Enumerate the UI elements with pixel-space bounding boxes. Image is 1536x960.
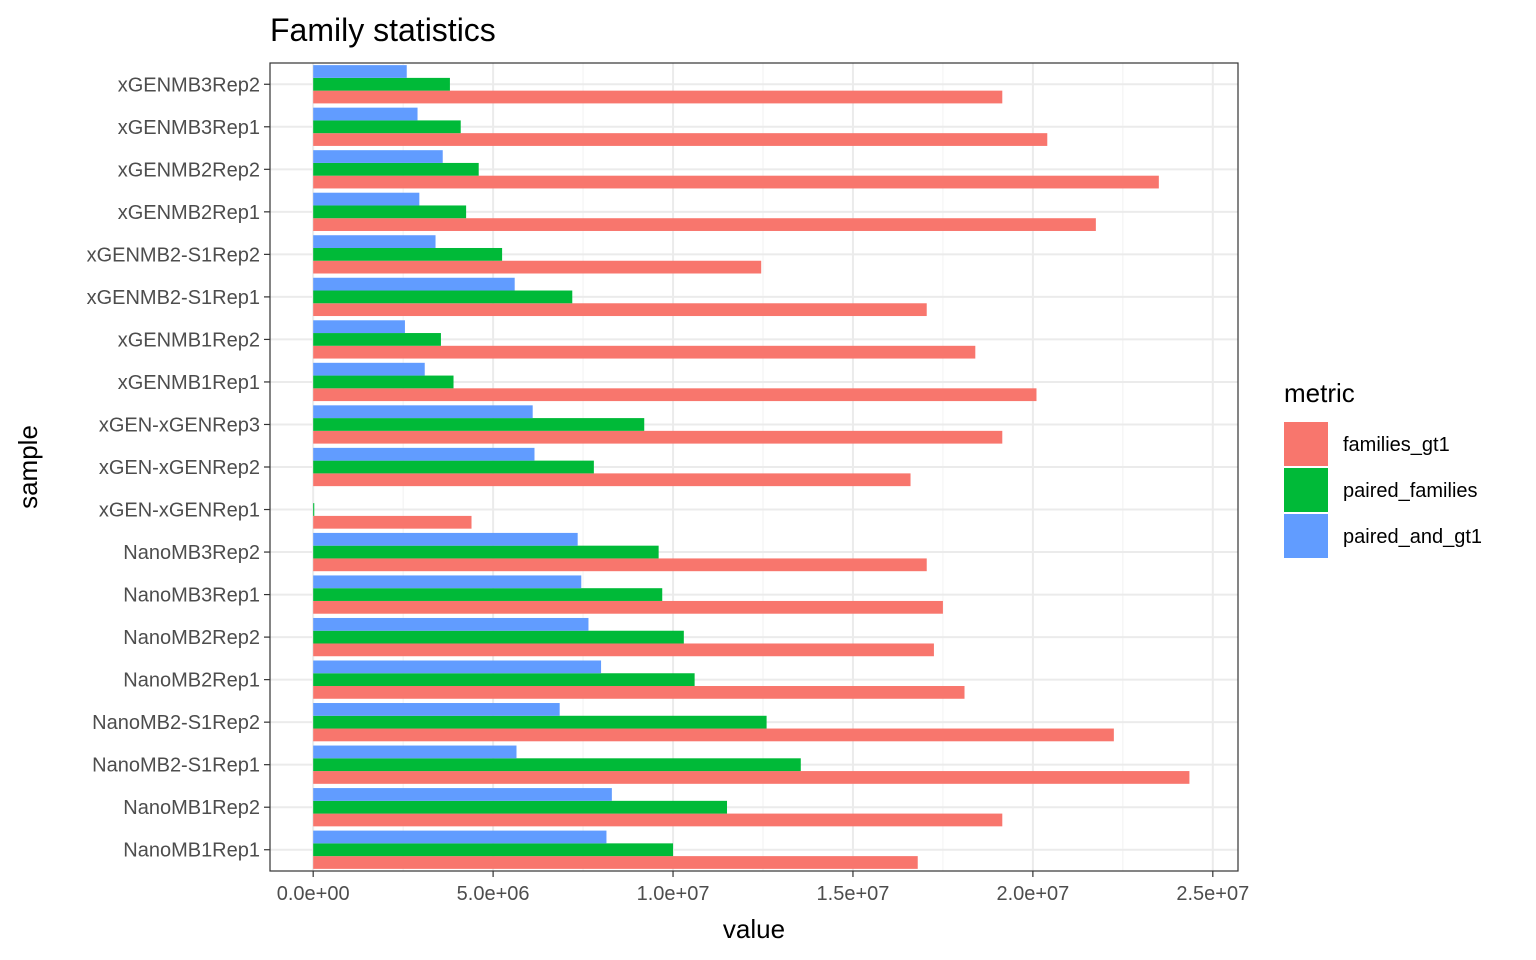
legend: metric families_gt1 paired_familiespaired… — [1284, 378, 1482, 558]
bar-families-gt1 — [313, 90, 1003, 104]
y-tick-label: NanoMB2-S1Rep1 — [92, 755, 260, 777]
legend-label: paired_and_gt1 — [1343, 526, 1482, 548]
bar-families-gt1 — [313, 303, 927, 317]
bar-paired-and-gt1 — [313, 660, 602, 674]
y-tick-label: NanoMB1Rep2 — [123, 797, 260, 819]
y-tick-label: xGENMB3Rep1 — [118, 117, 260, 139]
y-tick-label: xGENMB2Rep2 — [118, 159, 260, 181]
y-tick-label: NanoMB1Rep1 — [123, 840, 260, 862]
legend-title: metric — [1284, 378, 1355, 408]
y-tick-label: NanoMB3Rep1 — [123, 585, 260, 607]
bar-paired-and-gt1 — [313, 192, 420, 206]
y-tick-label: xGENMB3Rep2 — [118, 74, 260, 96]
x-tick-label: 2.0e+07 — [996, 883, 1069, 905]
legend-swatch-paired-families — [1284, 468, 1328, 512]
bar-paired-and-gt1 — [313, 150, 443, 163]
bar-paired-families — [313, 77, 450, 91]
bar-paired-families — [313, 375, 454, 389]
bar-paired-and-gt1 — [313, 235, 436, 248]
bar-families-gt1 — [313, 771, 1190, 784]
y-tick-label: xGEN-xGENRep2 — [99, 457, 260, 479]
bar-paired-families — [313, 588, 663, 601]
bar-families-gt1 — [313, 643, 934, 657]
bar-paired-and-gt1 — [313, 703, 560, 716]
bar-paired-families — [313, 800, 728, 814]
y-axis-title: sample — [13, 425, 43, 509]
bar-paired-families — [313, 545, 659, 559]
bar-paired-and-gt1 — [313, 447, 535, 461]
bar-paired-and-gt1 — [313, 532, 578, 546]
bar-paired-and-gt1 — [313, 830, 607, 844]
bar-paired-families — [313, 673, 695, 687]
bars — [313, 65, 1190, 869]
x-tick-label: 2.5e+07 — [1176, 883, 1249, 905]
bar-paired-families — [313, 843, 674, 857]
legend-label: paired_families — [1343, 480, 1478, 502]
bar-paired-families — [313, 162, 479, 176]
bar-families-gt1 — [313, 430, 1003, 444]
bar-paired-and-gt1 — [313, 65, 407, 78]
bar-families-gt1 — [313, 345, 976, 359]
bar-paired-and-gt1 — [313, 617, 589, 631]
bar-families-gt1 — [313, 558, 927, 572]
bar-families-gt1 — [313, 133, 1048, 146]
bar-families-gt1 — [313, 218, 1096, 231]
x-axis-title: value — [723, 914, 785, 944]
bar-families-gt1 — [313, 388, 1037, 402]
bar-paired-and-gt1 — [313, 788, 612, 801]
y-tick-label: xGEN-xGENRep1 — [99, 500, 260, 522]
bar-paired-families — [313, 120, 461, 134]
y-tick-label: xGENMB2-S1Rep2 — [87, 244, 260, 266]
bar-families-gt1 — [313, 473, 911, 487]
bar-paired-and-gt1 — [313, 575, 582, 589]
bar-paired-families — [313, 630, 684, 644]
x-tick-label: 1.5e+07 — [817, 883, 890, 905]
bar-paired-families — [313, 715, 767, 729]
bar-paired-and-gt1 — [313, 745, 517, 759]
bar-paired-families — [313, 460, 594, 474]
legend-label: families_gt1 — [1343, 434, 1450, 456]
bar-paired-and-gt1 — [313, 405, 533, 419]
bar-families-gt1 — [313, 175, 1159, 189]
y-tick-label: xGENMB2-S1Rep1 — [87, 287, 260, 309]
y-axis: NanoMB1Rep1 NanoMB1Rep2 NanoMB2-S1Rep1 Nano… — [87, 74, 270, 862]
bar-families-gt1 — [313, 686, 965, 699]
bar-paired-families — [313, 247, 503, 261]
y-tick-label: xGENMB1Rep1 — [118, 372, 260, 394]
bar-families-gt1 — [313, 813, 1003, 827]
bar-families-gt1 — [313, 856, 918, 869]
legend-swatch-paired-and-gt1 — [1284, 514, 1328, 558]
y-tick-label: NanoMB3Rep2 — [123, 542, 260, 564]
chart-title: Family statistics — [270, 12, 496, 48]
x-tick-label: 5.0e+06 — [457, 883, 530, 905]
bar-paired-and-gt1 — [313, 107, 418, 121]
y-tick-label: NanoMB2Rep2 — [123, 627, 260, 649]
bar-families-gt1 — [313, 260, 762, 274]
x-tick-label: 1.0e+07 — [637, 883, 710, 905]
y-tick-label: NanoMB2-S1Rep2 — [92, 712, 260, 734]
y-tick-label: xGENMB2Rep1 — [118, 202, 260, 224]
bar-paired-families — [313, 290, 573, 304]
bar-families-gt1 — [313, 515, 472, 529]
bar-paired-families — [313, 333, 441, 346]
bar-paired-families — [313, 758, 801, 772]
bar-families-gt1 — [313, 728, 1114, 742]
y-tick-label: NanoMB2Rep1 — [123, 670, 260, 692]
x-axis: 0.0e+00 5.0e+06 1.0e+07 1.5e+07 2.0e+07 2.5e+… — [277, 871, 1249, 905]
bar-paired-families — [313, 418, 645, 431]
x-tick-label: 0.0e+00 — [277, 883, 350, 905]
bar-paired-and-gt1 — [313, 320, 405, 334]
y-tick-label: xGEN-xGENRep3 — [99, 414, 260, 436]
legend-swatch-families-gt1 — [1284, 422, 1328, 466]
y-tick-label: xGENMB1Rep2 — [118, 329, 260, 351]
bar-families-gt1 — [313, 600, 943, 614]
bar-paired-and-gt1 — [313, 362, 425, 376]
bar-paired-families — [313, 205, 467, 219]
bar-paired-families — [313, 503, 315, 516]
bar-paired-and-gt1 — [313, 277, 515, 291]
